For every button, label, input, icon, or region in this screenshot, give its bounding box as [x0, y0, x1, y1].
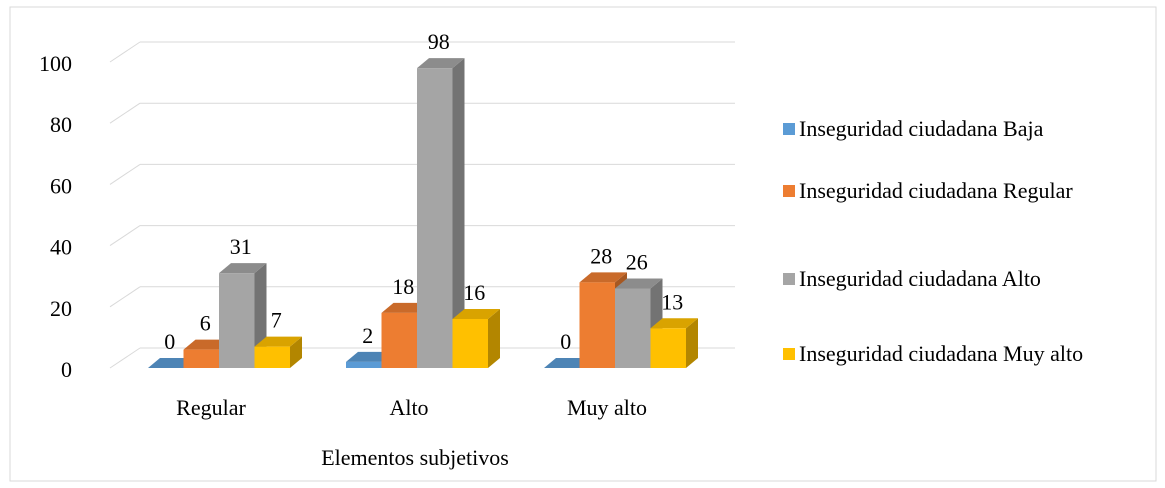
y-tick-label: 40 [50, 235, 72, 260]
bar-front [650, 328, 686, 368]
y-tick-label: 60 [50, 173, 72, 198]
legend-item: Inseguridad ciudadana Alto [783, 260, 1143, 298]
bar [254, 336, 302, 368]
data-label: 31 [230, 234, 252, 259]
bar-front [615, 288, 651, 368]
grid-line-side [109, 225, 141, 247]
bar-side [488, 309, 500, 368]
data-label: 6 [200, 311, 211, 336]
bar-top [452, 309, 500, 320]
bar-top [615, 278, 663, 289]
data-label: 13 [661, 289, 683, 314]
bar-top [579, 272, 627, 283]
bar [417, 58, 465, 369]
bar-front [183, 349, 219, 368]
data-label: 0 [164, 329, 175, 354]
data-label: 18 [392, 274, 414, 299]
legend-label: Inseguridad ciudadana Baja [799, 116, 1044, 141]
data-label: 2 [362, 323, 373, 348]
bar-side [686, 318, 698, 368]
bar-top [219, 263, 267, 274]
grid-line-side [109, 347, 141, 369]
legend-item: Inseguridad ciudadana Muy alto [783, 335, 1143, 373]
x-tick-label: Regular [176, 395, 246, 420]
bar-front [579, 282, 615, 368]
y-tick-label: 100 [39, 51, 72, 76]
chart-border [9, 6, 1157, 482]
bar-front [346, 361, 382, 368]
grid-line-side [109, 286, 141, 308]
data-label: 28 [590, 243, 612, 268]
x-tick-label: Muy alto [567, 395, 647, 420]
grid-line-side [109, 163, 141, 185]
y-tick-label: 20 [50, 296, 72, 321]
legend-swatch [783, 273, 795, 285]
data-label: 0 [560, 329, 571, 354]
data-label: 7 [271, 308, 282, 333]
grid-line-side [109, 41, 141, 63]
bar-front [452, 319, 488, 368]
y-tick-label: 0 [61, 357, 72, 382]
grid-line-side [109, 102, 141, 124]
bar [650, 318, 698, 368]
data-label: 98 [428, 29, 450, 54]
legend-item: Inseguridad ciudadana Regular [783, 172, 1143, 210]
legend-label: Inseguridad ciudadana Regular [799, 178, 1073, 203]
data-label: 26 [626, 249, 648, 274]
bar-front [219, 273, 255, 368]
bar [219, 263, 267, 368]
y-tick-label: 80 [50, 112, 72, 137]
bar-front [254, 346, 290, 368]
x-tick-label: Alto [389, 395, 428, 420]
bar-side [452, 58, 465, 369]
data-label: 16 [463, 280, 485, 305]
legend-swatch [783, 348, 795, 360]
legend-label: Inseguridad ciudadana Alto [799, 266, 1041, 291]
legend-swatch [783, 123, 795, 135]
bar-top [254, 336, 302, 347]
bar [452, 309, 500, 368]
bar-front [381, 312, 417, 368]
bar-top [417, 58, 465, 69]
x-axis-label: Elementos subjetivos [321, 445, 509, 470]
bar-side [290, 336, 302, 368]
legend-swatch [783, 185, 795, 197]
bar-top [650, 318, 698, 329]
bar-front [417, 68, 453, 369]
legend-item: Inseguridad ciudadana Baja [783, 110, 1143, 148]
legend-label: Inseguridad ciudadana Muy alto [799, 341, 1084, 366]
